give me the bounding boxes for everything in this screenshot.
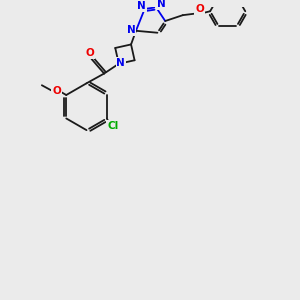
Text: N: N <box>137 2 146 11</box>
Text: O: O <box>52 86 61 96</box>
Text: O: O <box>195 4 204 14</box>
Text: N: N <box>127 25 135 35</box>
Text: N: N <box>116 58 125 68</box>
Text: N: N <box>157 0 166 9</box>
Text: O: O <box>85 48 94 58</box>
Text: Cl: Cl <box>107 121 118 131</box>
